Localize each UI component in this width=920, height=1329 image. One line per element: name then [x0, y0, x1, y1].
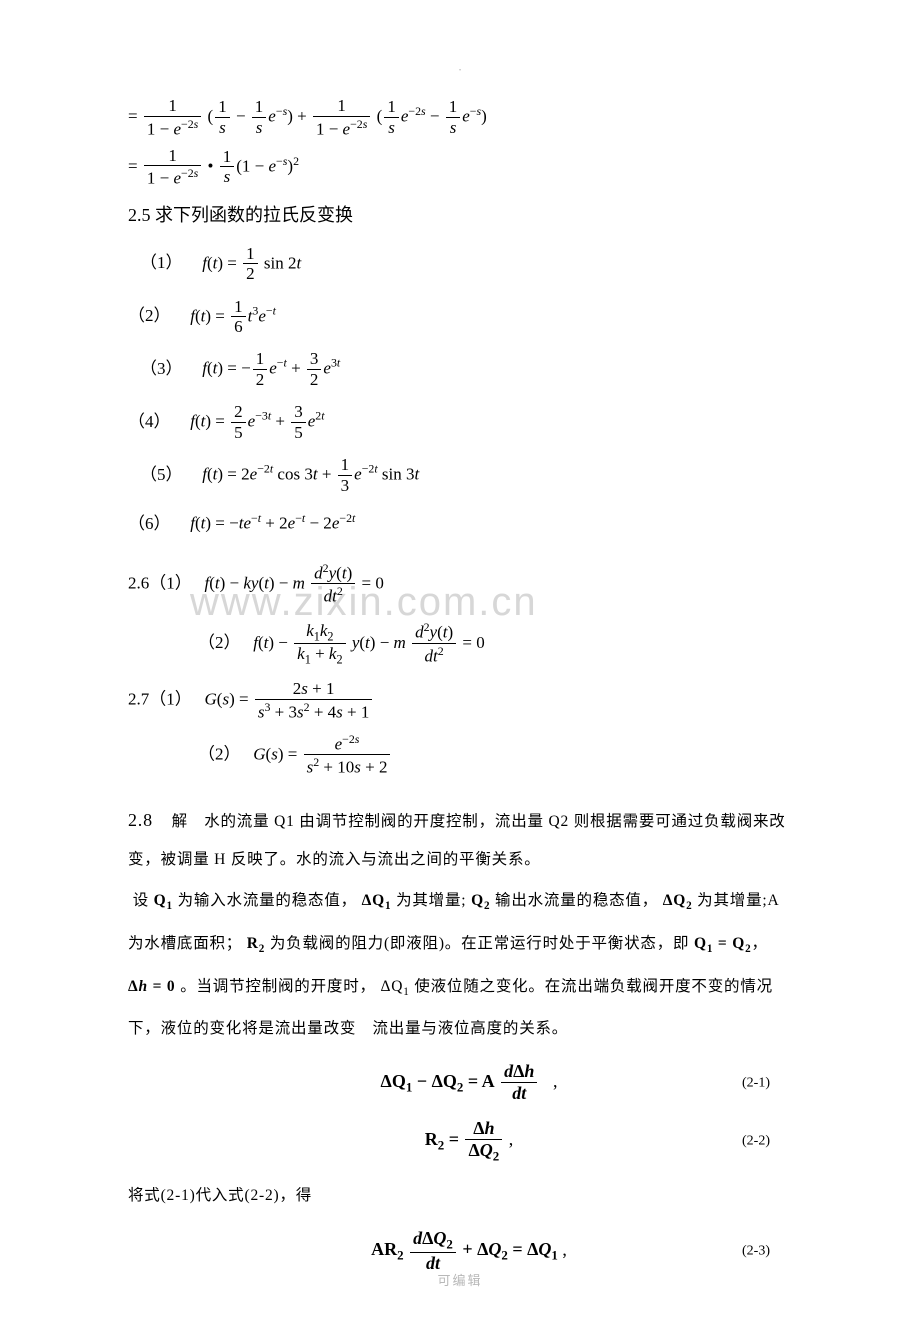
prob-2-5-1: （1） f(t) = 12 sin 2t: [128, 244, 495, 285]
prob-2-8-para3: 为水槽底面积； R2 为负载阀的阻力(即液阻)。在正常运行时处于平衡状态，即 Q…: [128, 926, 810, 963]
page-content: = 11 − e−2s (1s − 1se−s) + 11 − e−2s (1s…: [0, 0, 920, 1329]
prob-2-8-para5: 下，液位的变化将是流出量改变 流出量与液位高度的关系。: [128, 1011, 810, 1047]
prob-2-5-5: （5） f(t) = 2e−2t cos 3t + 13e−2t sin 3t: [128, 455, 495, 496]
prob-2-8-intro: 2.8 解 水的流量 Q1 由调节控制阀的开度控制，流出量 Q2 则根据需要可通…: [128, 800, 810, 877]
prob-2-7-2: （2） G(s) = e−2ss2 + 10s + 2: [128, 733, 810, 778]
prob-2-5-6: （6） f(t) = −te−t + 2e−t − 2e−2t: [128, 508, 455, 539]
eqnum-2-3: (2-3): [742, 1239, 770, 1264]
opening-equation-line2: = 11 − e−2s • 1s(1 − e−s)2: [128, 146, 810, 190]
opening-equation-line1: = 11 − e−2s (1s − 1se−s) + 11 − e−2s (1s…: [128, 96, 810, 140]
prob-2-8-para4: Δh = 0 。当调节控制阀的开度时， ΔQ1 使液位随之变化。在流出端负载阀开…: [128, 969, 810, 1006]
equation-2-2: R2 = ΔhΔQ2 , (2-2): [128, 1118, 810, 1164]
eqnum-2-1: (2-1): [742, 1070, 770, 1095]
eqnum-2-2: (2-2): [742, 1129, 770, 1154]
prob-2-6-2: （2） f(t) − k1k2k1 + k2 y(t) − m d2y(t)dt…: [128, 621, 810, 668]
prob-2-5-4: （4） f(t) = 25e−3t + 35e2t: [128, 402, 455, 443]
prob-2-5-2: （2） f(t) = 16t3e−t: [128, 297, 455, 338]
prob-2-7-1: 2.7（1） G(s) = 2s + 1s3 + 3s2 + 4s + 1: [128, 679, 810, 723]
equation-2-1: ΔQ1 − ΔQ2 = A dΔhdt , (2-1): [128, 1061, 810, 1104]
problem-2-5-grid: （1） f(t) = 12 sin 2t （2） f(t) = 16t3e−t …: [128, 238, 810, 546]
prob-2-8-para2: 设 Q1 为输入水流量的稳态值， ΔQ1 为其增量; Q2 输出水流量的稳态值，…: [128, 883, 810, 920]
prob-2-6-1: 2.6（1） f(t) − ky(t) − m d2y(t)dt2 = 0: [128, 562, 810, 607]
substitution-text: 将式(2-1)代入式(2-2)，得: [128, 1178, 810, 1214]
equation-2-3: AR2 dΔQ2dt + ΔQ2 = ΔQ1 , (2-3): [128, 1228, 810, 1275]
prob-2-5-3: （3） f(t) = −12e−t + 32e3t: [128, 349, 495, 390]
section-2-5-title: 2.5 求下列函数的拉氏反变换: [128, 199, 810, 231]
